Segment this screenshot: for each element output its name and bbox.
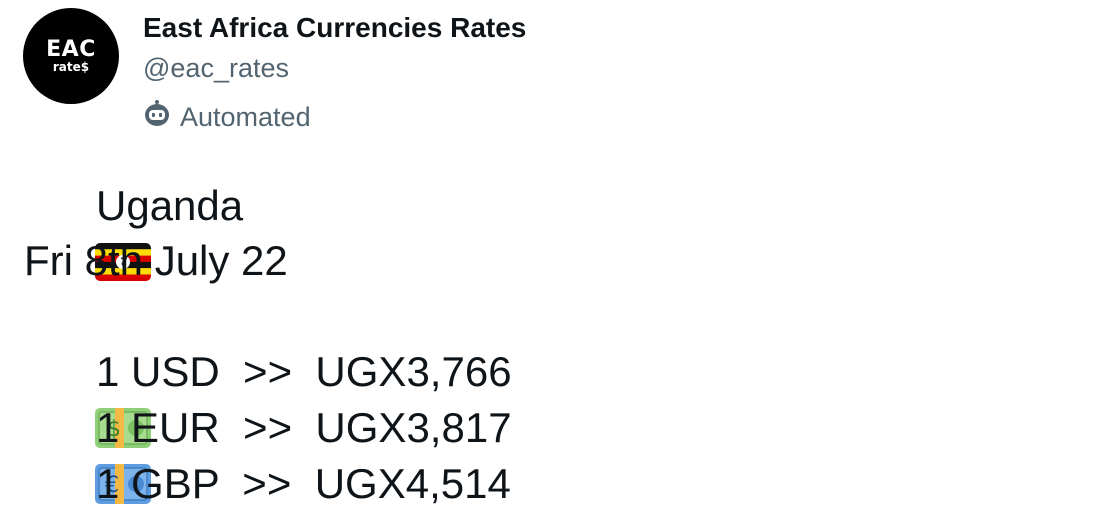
rate-line-eur: € 1 EUR >> UGX3,817 xyxy=(24,400,512,504)
automated-label: Automated xyxy=(180,102,311,132)
uganda-flag-icon xyxy=(24,182,152,281)
euro-banknote-icon: € xyxy=(24,404,152,504)
avatar-logo-subtext: rate$ xyxy=(52,59,90,74)
rate-line-usd: $ 1 USD >> UGX3,766 xyxy=(24,344,512,448)
rate-text: 1 GBP >> UGX4,514 xyxy=(96,460,511,507)
rate-line-gbp: £ 1 GBP >> UGX4,514 xyxy=(24,456,511,512)
tweet-date-line: Fri 8th July 22 xyxy=(24,233,288,289)
svg-text:$: $ xyxy=(107,417,121,442)
user-handle[interactable]: @eac_rates xyxy=(143,53,289,83)
avatar-logo-text: EAC xyxy=(46,36,96,62)
pound-banknote-icon: £ xyxy=(24,460,82,508)
automated-label-row[interactable]: Automated xyxy=(143,100,311,135)
dollar-banknote-icon: $ xyxy=(24,348,152,448)
rate-date: Fri 8th July 22 xyxy=(24,237,288,284)
robot-icon xyxy=(143,100,180,135)
rate-text: 1 USD >> UGX3,766 xyxy=(96,348,512,395)
tweet-country-line: Uganda xyxy=(24,178,244,281)
rate-text: 1 EUR >> UGX3,817 xyxy=(96,404,512,451)
svg-text:€: € xyxy=(105,473,119,498)
avatar[interactable]: EAC rate$ xyxy=(23,8,119,104)
display-name[interactable]: East Africa Currencies Rates xyxy=(143,12,527,43)
country-name: Uganda xyxy=(96,182,244,229)
